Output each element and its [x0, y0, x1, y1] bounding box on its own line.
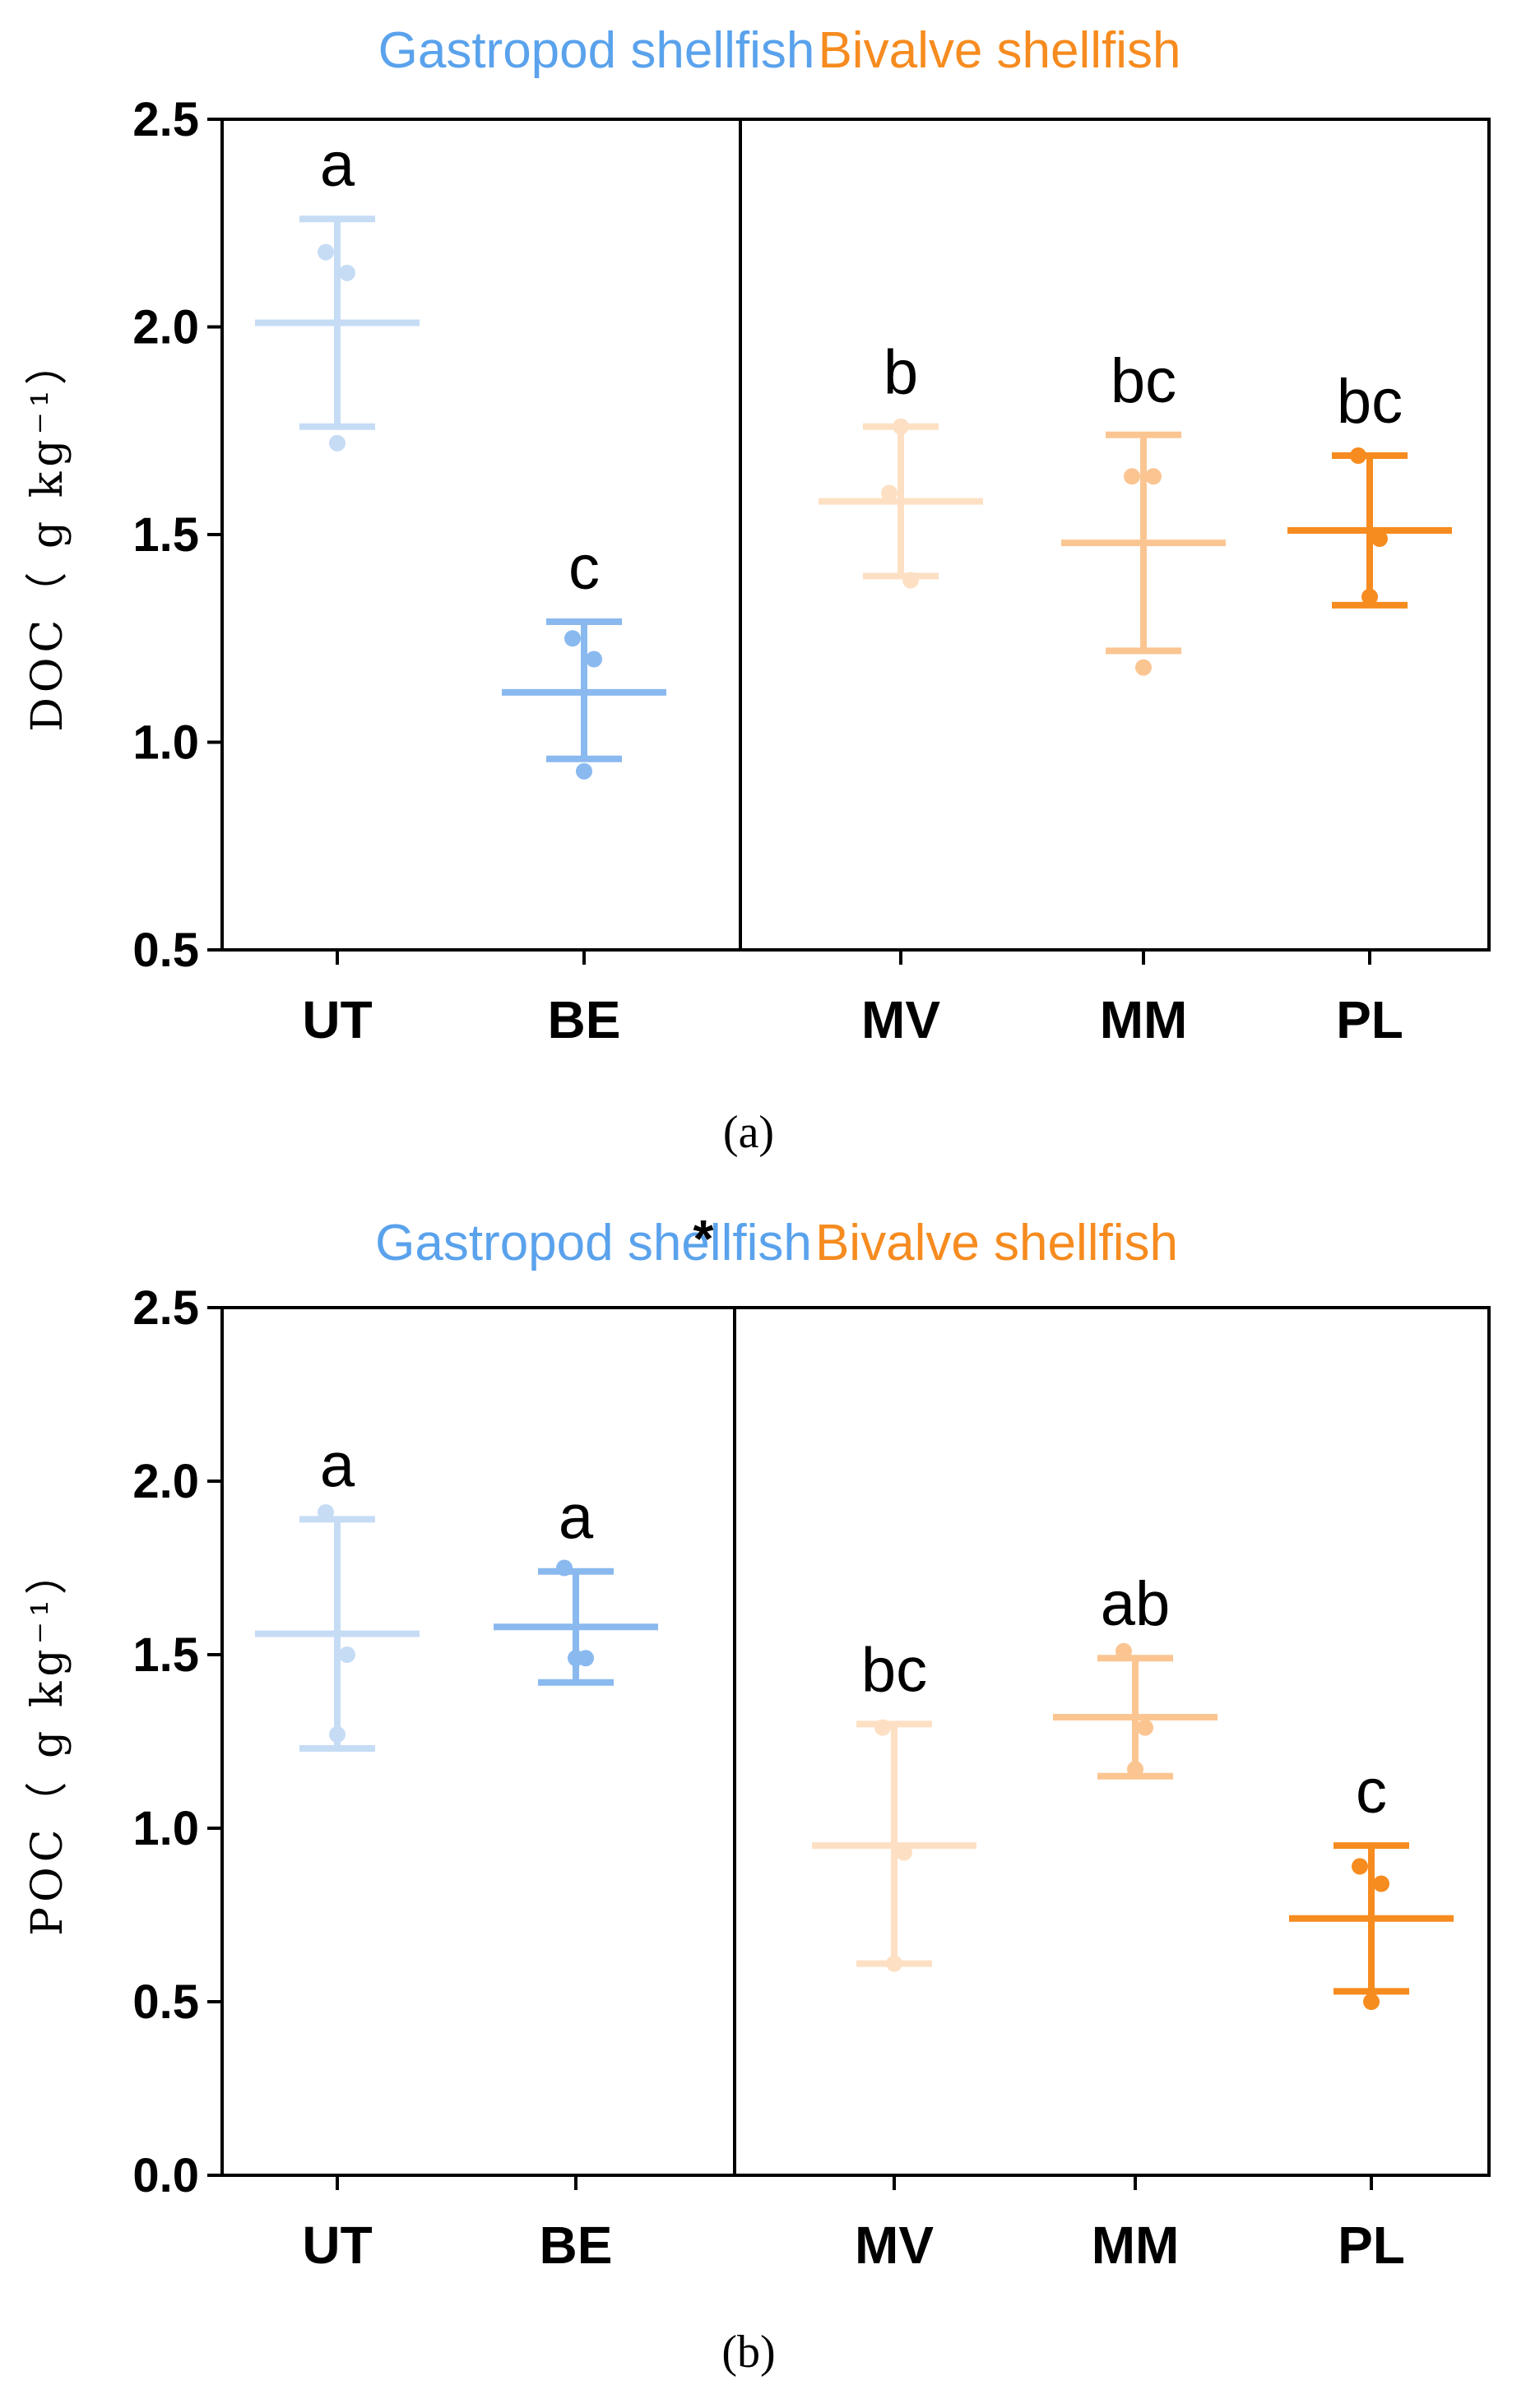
significance-letter: bc [1337, 367, 1403, 437]
panel-b: 0.0 0.5 1.0 1.5 2.0 2.5 UT BE MV MM PL POC（ g kg⁻¹）… [23, 1209, 1491, 2378]
x-tick-label: UT [302, 990, 372, 1049]
y-tick-label: 0.5 [132, 1975, 199, 2029]
y-axis-title: DOC（ g kg⁻¹） [23, 337, 72, 732]
x-tick-label: MV [861, 990, 940, 1049]
x-tick-label: MM [1092, 2216, 1180, 2275]
series-ut: a [255, 1430, 420, 1752]
y-tick-label: 2.0 [132, 301, 199, 354]
data-point [1371, 530, 1388, 548]
y-tick-label: 1.5 [132, 508, 199, 562]
y-tick-label: 1.0 [132, 716, 199, 770]
significance-letter: b [884, 338, 918, 408]
series-mm: bc [1061, 346, 1226, 676]
significance-letter: a [320, 1430, 355, 1500]
x-tick-label: PL [1336, 990, 1403, 1049]
significance-letter: c [1356, 1757, 1387, 1827]
data-point [339, 1646, 355, 1663]
data-point [1145, 468, 1162, 485]
data-point [339, 264, 355, 281]
x-tick-label: MM [1100, 990, 1188, 1049]
data-point [329, 434, 346, 452]
y-tick-label: 2.0 [132, 1455, 199, 1508]
data-point [1352, 1858, 1368, 1875]
series-mv: bc [812, 1635, 976, 1972]
data-point [576, 762, 592, 780]
significance-letter: ab [1101, 1569, 1171, 1639]
data-point [586, 651, 602, 668]
y-tick-label: 1.5 [132, 1628, 199, 1682]
significance-letter: bc [861, 1635, 927, 1705]
plot-frame [220, 1306, 1491, 2177]
series-be: a [494, 1483, 658, 1686]
y-axis-title: POC（ g kg⁻¹） [23, 1547, 72, 1936]
significance-letter: a [320, 130, 355, 200]
group-label: Bivalve shellfish [818, 22, 1180, 79]
x-tick-label: BE [540, 2216, 613, 2275]
panel-label: (a) [723, 1107, 774, 1158]
y-tick-label: 2.5 [132, 1281, 199, 1335]
x-tick-label: UT [302, 2216, 372, 2275]
data-point [1135, 659, 1152, 676]
data-point [318, 243, 334, 261]
group-label: Gastropod shellfish [375, 1215, 812, 1271]
y-tick-label: 1.0 [132, 1802, 199, 1855]
series-mm: ab [1053, 1569, 1218, 1780]
significance-letter: c [568, 533, 600, 603]
x-tick-label: MV [855, 2216, 934, 2275]
data-point [1137, 1719, 1153, 1736]
y-tick-label: 0.5 [132, 924, 199, 977]
series-be: c [502, 533, 666, 780]
series-pl: bc [1287, 367, 1452, 609]
data-point [1363, 1994, 1380, 2010]
y-tick-label: 2.5 [132, 93, 199, 146]
significance-letter: bc [1111, 346, 1176, 416]
x-tick-label: PL [1338, 2216, 1405, 2275]
series-mv: b [819, 338, 983, 589]
y-tick-label: 0.0 [132, 2149, 199, 2202]
group-label: Gastropod shellfish [378, 22, 815, 79]
series-ut: a [255, 130, 420, 452]
data-point [1373, 1875, 1389, 1892]
data-point [1124, 468, 1140, 485]
group-label: Bivalve shellfish [815, 1215, 1178, 1271]
plot-frame [220, 118, 1491, 952]
significance-marker: * [693, 1209, 714, 1268]
data-point [881, 484, 898, 502]
x-tick-label: BE [548, 990, 621, 1049]
panel-label: (b) [721, 2327, 775, 2378]
data-point [564, 630, 581, 647]
series-pl: c [1289, 1757, 1454, 2010]
significance-letter: a [559, 1483, 594, 1553]
panel-a: 0.5 1.0 1.5 2.0 2.5 UT BE MV MM PL DOC（ g kg⁻¹） Gas… [23, 22, 1491, 1158]
